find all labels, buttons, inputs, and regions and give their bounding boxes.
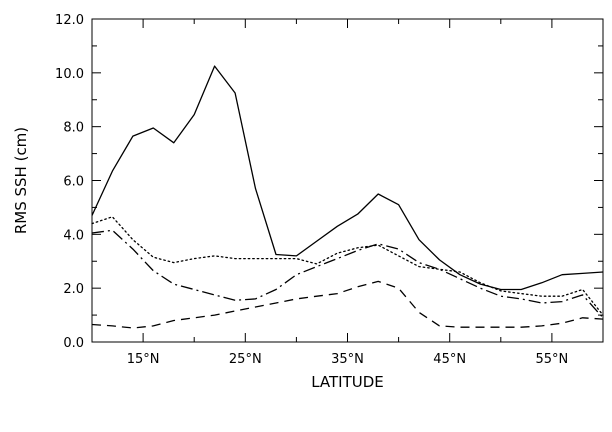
y-tick-label: 4.0	[63, 228, 84, 243]
plot-frame	[91, 18, 604, 343]
x-tick-label: 45°N	[433, 352, 466, 367]
series-line-solid	[91, 65, 604, 291]
y-axis-title: RMS SSH (cm)	[12, 127, 30, 234]
series-lines	[91, 65, 604, 329]
axes: 0.0 2.0 4.0 6.0 8.0 10.0 12.0 15°N 25°N 35°N 45°N 5…	[55, 13, 604, 367]
y-tick-label: 2.0	[63, 282, 84, 297]
x-tick-label: 35°N	[331, 352, 364, 367]
y-tick-label: 0.0	[63, 336, 84, 351]
y-tick-label: 8.0	[63, 121, 84, 136]
x-tick-label: 25°N	[229, 352, 262, 367]
axis-labels: LATITUDE RMS SSH (cm)	[12, 127, 384, 391]
y-tick-label: 6.0	[63, 175, 84, 190]
y-tick-label: 10.0	[55, 67, 84, 82]
x-tick-label: 55°N	[536, 352, 569, 367]
series-line-dash-dot	[91, 229, 604, 319]
series-line-dashed	[91, 280, 604, 329]
y-tick-label: 12.0	[55, 13, 84, 28]
x-tick-label: 15°N	[127, 352, 160, 367]
series-line-dotted	[91, 216, 604, 316]
x-axis-title: LATITUDE	[311, 373, 384, 391]
